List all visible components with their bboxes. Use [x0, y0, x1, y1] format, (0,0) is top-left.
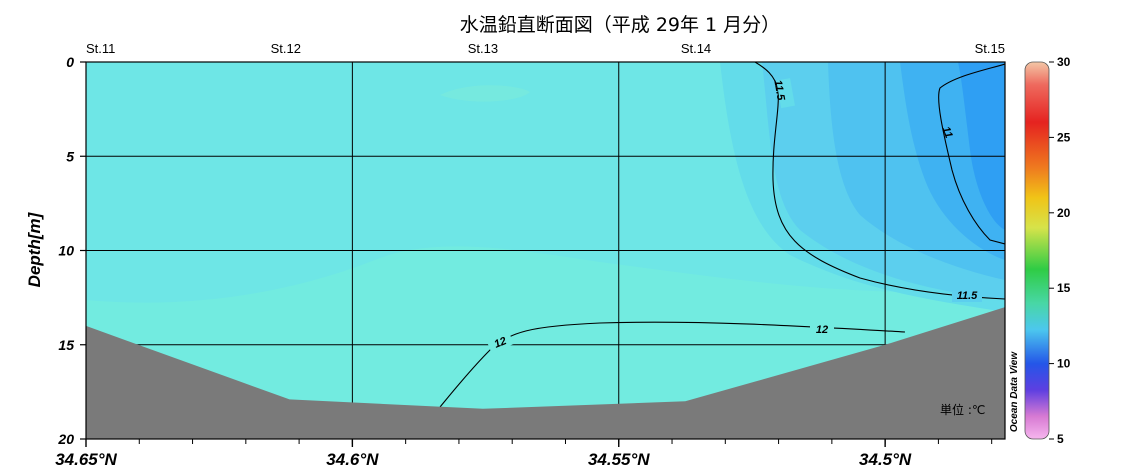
x-tick-label: 34.65°N	[55, 450, 117, 469]
chart-title: 水温鉛直断面図（平成 29年 1 月分）	[460, 14, 780, 36]
odv-label: Ocean Data View	[1009, 351, 1020, 432]
x-tick-label: 34.55°N	[588, 450, 650, 469]
colorbar-tick-label: 20	[1057, 206, 1071, 220]
station-label: St.12	[271, 41, 301, 56]
contour-lines	[439, 62, 1005, 408]
field-cool-band-5	[955, 62, 1005, 230]
colorbar-ticks: 30 25 20 15 10 5	[1049, 55, 1071, 446]
y-tick-label: 0	[66, 54, 74, 70]
colorbar-tick-label: 5	[1057, 432, 1064, 446]
y-tick-label: 10	[58, 243, 74, 259]
station-label: St.15	[975, 41, 1005, 56]
colorbar-tick-label: 25	[1057, 130, 1071, 144]
unit-label: 単位 :℃	[940, 402, 985, 417]
y-tick-label: 15	[58, 337, 74, 353]
field-warm-patch	[440, 85, 530, 102]
x-tick-label: 34.6°N	[326, 450, 379, 469]
contour-labels: 12 12 11.5 11.5 11	[486, 78, 982, 353]
title-background	[434, 11, 806, 37]
colorbar-tick-label: 30	[1057, 55, 1071, 69]
colorbar-tick-label: 15	[1057, 281, 1071, 295]
contour-label-bg	[486, 331, 514, 353]
colorbar	[1024, 61, 1050, 440]
contour-label-bg	[776, 78, 795, 109]
y-axis-label: Depth[m]	[25, 211, 44, 287]
station-label: St.14	[681, 41, 711, 56]
station-labels: St.11 St.12 St.13 St.14 St.15	[86, 41, 1005, 56]
colorbar-tick-label: 10	[1057, 357, 1071, 371]
station-label: St.13	[468, 41, 498, 56]
station-label: St.11	[86, 41, 115, 56]
y-tick-label: 5	[66, 148, 74, 164]
y-axis: 0 5 10 15 20	[57, 54, 86, 447]
y-tick-label: 20	[57, 431, 74, 447]
x-tick-label: 34.5°N	[859, 450, 912, 469]
contour-label-12a: 12	[492, 335, 508, 351]
contour-label-11: 11	[939, 125, 954, 140]
contour-label-11-5b: 11.5	[957, 290, 978, 302]
contour-label-12b: 12	[816, 324, 828, 336]
x-axis: 34.65°N 34.6°N 34.55°N 34.5°N	[55, 439, 993, 469]
contour-label-bg	[952, 288, 982, 302]
seafloor-terrain	[86, 307, 1005, 439]
station-strip	[80, 38, 1010, 60]
contour-line-11-5	[754, 62, 1005, 300]
contour-line-11	[938, 63, 1005, 245]
contour-label-11-5a: 11.5	[771, 79, 787, 102]
contour-label-bg	[810, 322, 834, 336]
contour-line-12	[439, 321, 906, 408]
